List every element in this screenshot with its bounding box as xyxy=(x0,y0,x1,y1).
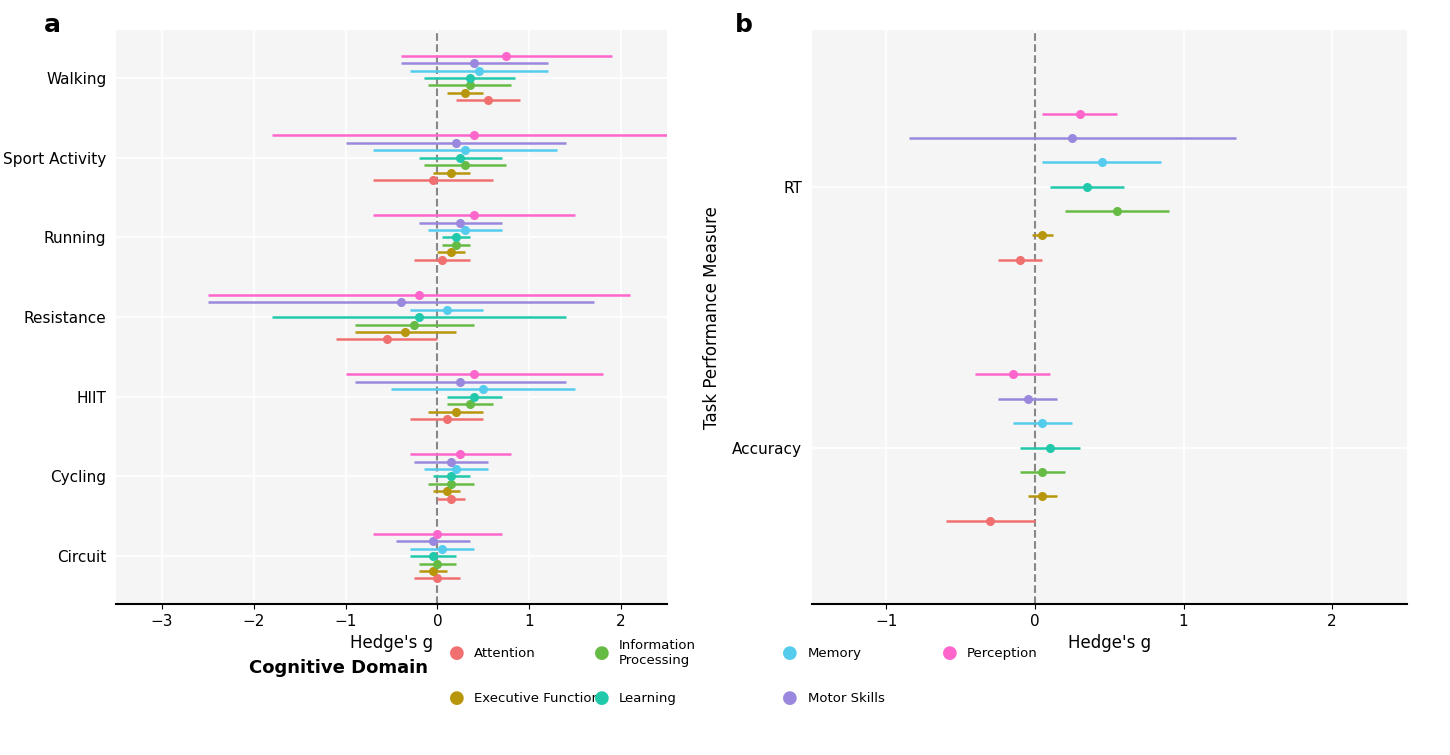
Text: ●: ● xyxy=(450,689,464,707)
Y-axis label: Task Performance Measure: Task Performance Measure xyxy=(703,205,721,429)
Text: ●: ● xyxy=(783,689,798,707)
Text: Perception: Perception xyxy=(967,646,1038,660)
Text: Cognitive Domain: Cognitive Domain xyxy=(249,659,428,677)
Text: ●: ● xyxy=(594,689,609,707)
X-axis label: Hedge's g: Hedge's g xyxy=(1067,634,1151,652)
Text: ●: ● xyxy=(942,644,957,662)
Text: Executive Function: Executive Function xyxy=(474,692,600,705)
Text: Memory: Memory xyxy=(808,646,861,660)
Text: b: b xyxy=(735,13,753,37)
Text: ●: ● xyxy=(783,644,798,662)
Text: Learning: Learning xyxy=(619,692,677,705)
Text: ●: ● xyxy=(594,644,609,662)
Text: Attention: Attention xyxy=(474,646,536,660)
X-axis label: Hedge's g: Hedge's g xyxy=(349,634,434,652)
Text: a: a xyxy=(45,13,61,37)
Text: Information
Processing: Information Processing xyxy=(619,639,696,667)
Text: Motor Skills: Motor Skills xyxy=(808,692,884,705)
Text: ●: ● xyxy=(450,644,464,662)
